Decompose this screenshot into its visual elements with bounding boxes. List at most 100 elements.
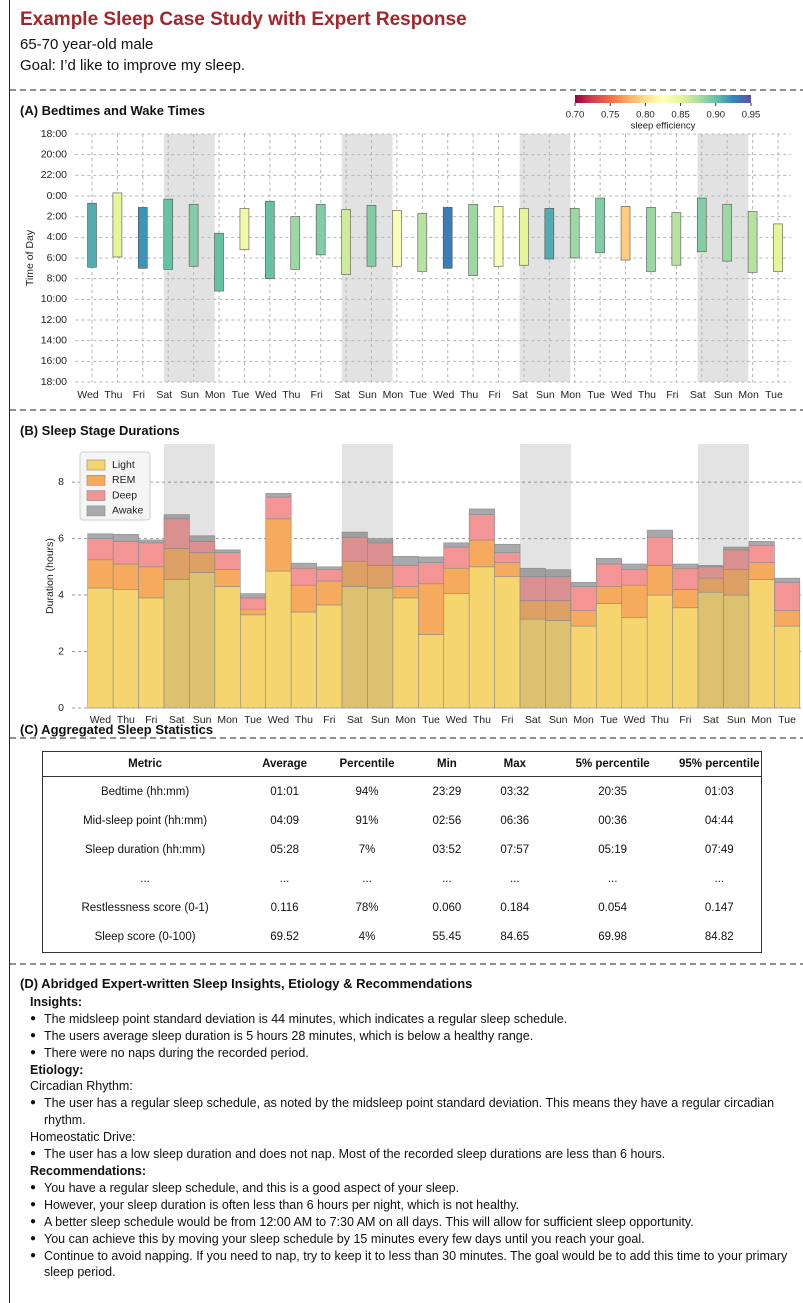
sleep-bar	[569, 208, 580, 259]
column-header: Min	[411, 751, 482, 778]
x-tick-label: Thu	[104, 389, 122, 401]
table-cell: 01:01	[270, 786, 299, 798]
stage-bar	[443, 593, 470, 709]
bullet-item: ● A better sleep schedule would be from 1…	[20, 1214, 802, 1231]
stage-bar	[545, 569, 572, 578]
bullet-dot: ●	[30, 1249, 37, 1261]
x-tick-label: Wed	[77, 389, 99, 401]
y-tick-label: 18:00	[41, 128, 67, 140]
bullet-dot: ●	[30, 1029, 37, 1041]
x-tick-label: Sun	[180, 389, 199, 401]
y-tick-label: 0	[58, 702, 64, 714]
sleep-bar	[493, 206, 504, 267]
stage-bar	[774, 610, 801, 627]
stage-bar	[316, 604, 343, 709]
table-cell: 69.98	[598, 931, 628, 944]
x-tick-label: Tue	[765, 389, 783, 401]
section-heading: Insights:	[30, 994, 83, 1009]
bullet-text: There were no naps during the recorded p…	[44, 1045, 309, 1060]
sleep-bar	[112, 192, 123, 258]
x-tick-label: Fri	[145, 714, 157, 726]
weekend-shade	[163, 444, 215, 708]
y-axis-label: Duration (hours)	[44, 538, 56, 614]
x-tick-label: Sun	[193, 714, 212, 726]
bullet-dot: ●	[30, 1198, 37, 1210]
sleep-bar	[468, 203, 478, 276]
stage-bar	[138, 566, 165, 599]
stage-bar	[112, 541, 139, 565]
stage-bar	[697, 591, 724, 709]
bullet-text: You can achieve this by moving your slee…	[44, 1231, 645, 1246]
x-tick-label: Fri	[133, 389, 145, 401]
stage-bar	[723, 569, 750, 596]
bullet-dot: ●	[30, 1215, 37, 1227]
x-tick-label: Sun	[371, 714, 390, 726]
stats-table: Metric Average Percentile Min Max 5% percenti…	[42, 751, 762, 953]
insights-section: (D) Abridged Expert-written Sleep Insigh…	[20, 976, 802, 1281]
table-cell: 02:56	[432, 815, 462, 828]
sleep-bar	[87, 202, 97, 268]
colorbar-tick-label: 0.90	[707, 110, 726, 121]
column-header: Percentile	[322, 751, 412, 778]
table-cell: 0.184	[500, 902, 530, 915]
stage-bar	[519, 618, 546, 709]
x-tick-label: Fri	[679, 714, 691, 726]
y-tick-label: 6:00	[47, 252, 68, 264]
stage-bar	[570, 582, 597, 587]
x-tick-label: Sun	[358, 389, 377, 401]
stage-bar	[87, 533, 114, 539]
table-row: Sleep duration (hh:mm) 05:28 7% 03:52 07:57 0…	[43, 836, 762, 865]
legend-swatch	[86, 474, 106, 486]
y-tick-label: 4	[58, 589, 64, 601]
table-cell: ...	[510, 873, 520, 886]
panel-title: (C) Aggregated Sleep Statistics	[20, 722, 214, 737]
x-tick-label: Sat	[334, 389, 350, 401]
x-tick-label: Sat	[347, 714, 363, 726]
x-tick-label: Thu	[651, 714, 669, 726]
stage-bar	[723, 594, 750, 709]
stage-bar	[621, 617, 648, 709]
x-tick-label: Sat	[156, 389, 172, 401]
table-row: Restlessness score (0-1) 0.116 78% 0.060 0.1…	[43, 894, 762, 923]
bullet-dot: ●	[30, 1097, 37, 1109]
stage-bar	[214, 569, 241, 587]
table-cell: ...	[607, 873, 618, 886]
bullet-text: The user has a regular sleep schedule, a…	[44, 1096, 775, 1128]
stage-bar	[239, 597, 267, 610]
table-cell: Sleep score (0-100)	[94, 931, 196, 944]
legend-label: Deep	[112, 489, 137, 501]
stage-bar	[774, 625, 801, 709]
y-tick-label: 8	[58, 476, 64, 488]
stage-bar	[87, 559, 114, 589]
x-tick-label: Wed	[611, 389, 633, 401]
x-tick-label: Sat	[525, 714, 541, 726]
colorbar-tick-label: 0.85	[671, 110, 690, 121]
stage-bar	[392, 586, 419, 599]
colorbar-label: sleep efficiency	[631, 121, 696, 132]
stage-bar	[265, 518, 292, 572]
stage-bar	[774, 582, 801, 611]
stage-bar	[646, 594, 673, 709]
x-tick-label: Thu	[460, 389, 478, 401]
legend-label: REM	[112, 474, 135, 486]
table-cell: 91%	[355, 815, 379, 828]
table-cell: 0.060	[432, 902, 462, 915]
table-cell: ...	[442, 873, 452, 886]
stage-bar	[341, 560, 368, 587]
x-tick-label: Thu	[638, 389, 656, 401]
stage-bar	[341, 531, 368, 538]
x-tick-label: Thu	[117, 714, 135, 726]
stage-bar	[596, 563, 623, 587]
stage-bar	[443, 567, 470, 594]
bullet-dot: ●	[30, 1148, 37, 1160]
bullet-text: The user has a low sleep duration and do…	[44, 1147, 666, 1162]
y-tick-label: 6	[58, 532, 64, 544]
table-cell: 0.147	[704, 902, 734, 915]
x-tick-label: Mon	[751, 714, 772, 726]
sleep-bar	[392, 210, 402, 267]
sleep-bar	[671, 212, 682, 266]
x-tick-label: Tue	[409, 389, 427, 401]
panel-title: (D) Abridged Expert-written Sleep Insigh…	[20, 976, 473, 991]
